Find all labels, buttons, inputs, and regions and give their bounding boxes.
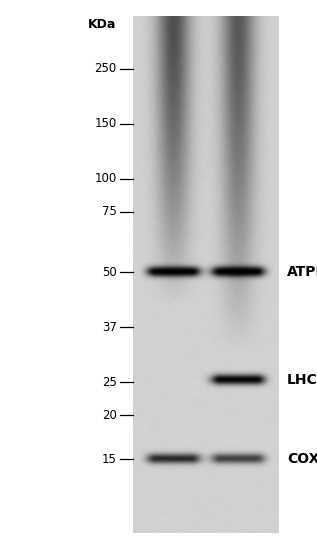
Text: 25: 25 [102,376,117,389]
Text: 100: 100 [94,172,117,185]
Text: 75: 75 [102,205,117,218]
Text: 37: 37 [102,321,117,334]
Text: 15: 15 [102,453,117,466]
Text: KDa: KDa [88,18,117,31]
Text: LHCSR3: LHCSR3 [287,372,317,387]
Text: 150: 150 [94,117,117,130]
Text: ATPB: ATPB [287,265,317,279]
Text: 50: 50 [102,266,117,279]
Text: 250: 250 [94,62,117,75]
Text: COXIIB: COXIIB [287,452,317,466]
Text: 20: 20 [102,409,117,422]
